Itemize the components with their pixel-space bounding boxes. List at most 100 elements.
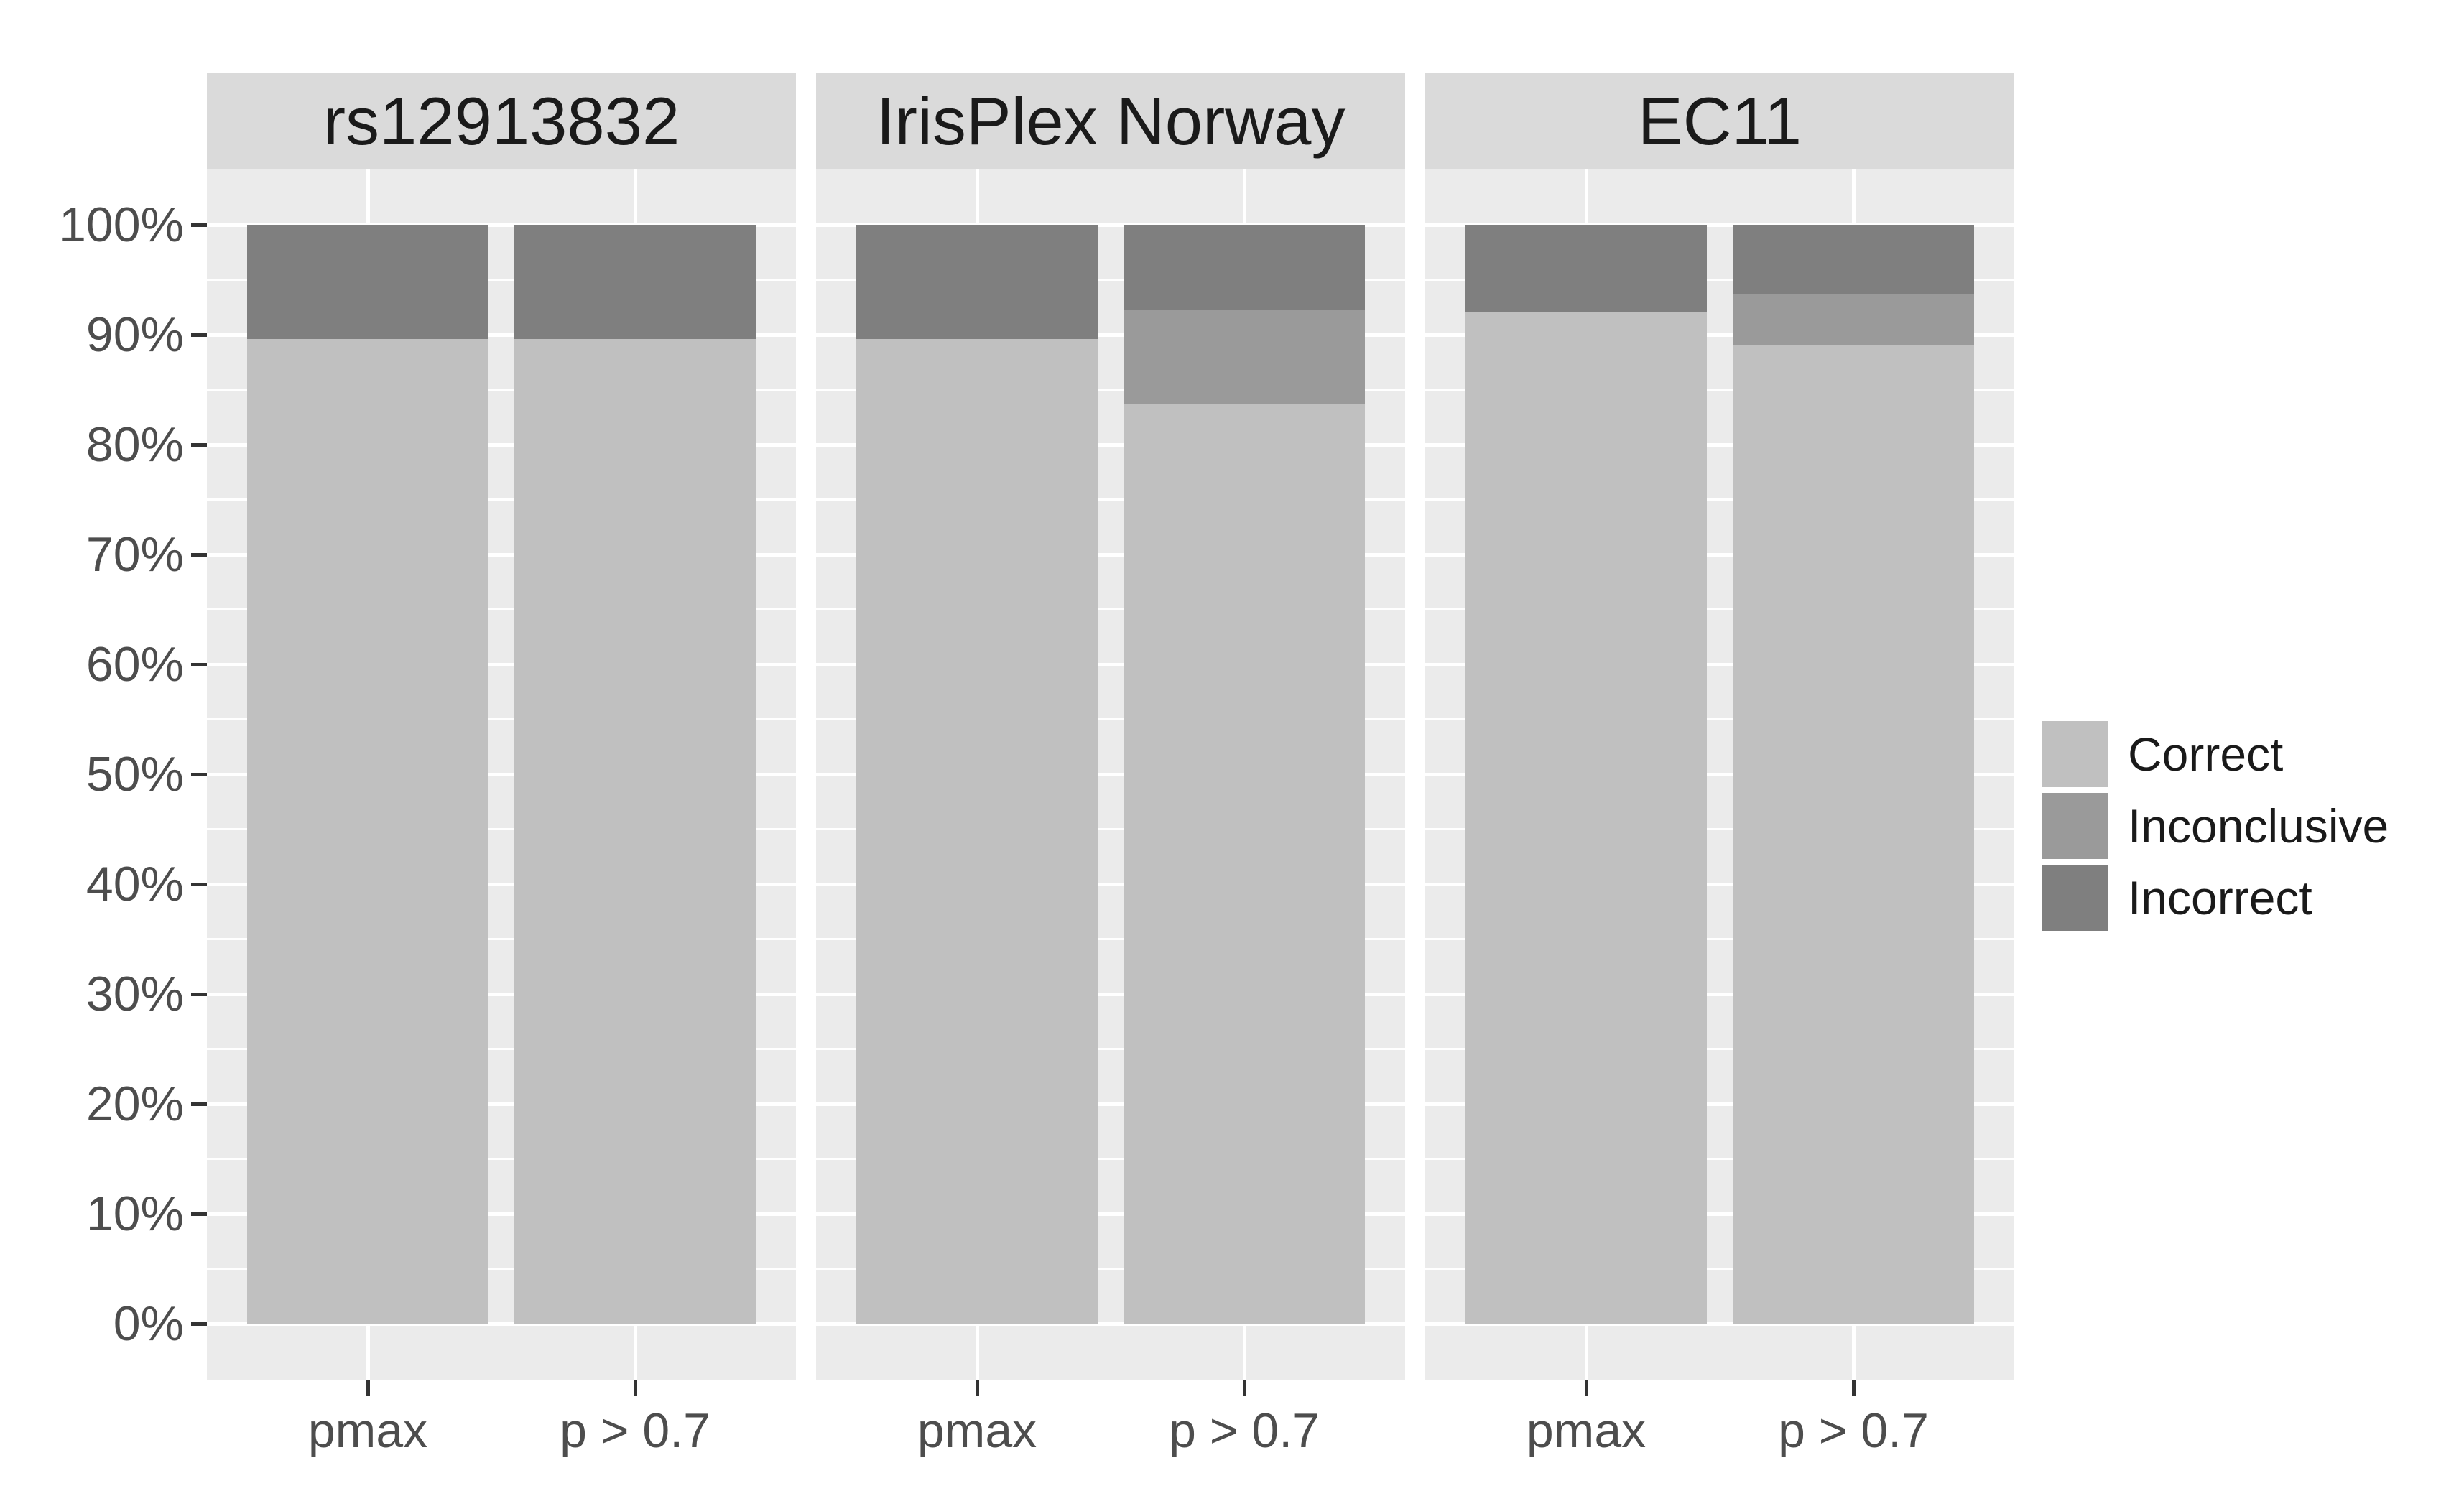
- bar-segment-correct: [856, 339, 1098, 1324]
- y-tick-mark: [191, 1212, 207, 1216]
- x-tick-label: p > 0.7: [1778, 1403, 1929, 1458]
- y-tick-label: 100%: [59, 198, 184, 252]
- h-gridline-major: [207, 882, 796, 886]
- h-gridline-minor: [816, 938, 1405, 940]
- y-tick-mark: [191, 1102, 207, 1106]
- legend: Correct Inconclusive Incorrect: [2042, 721, 2389, 931]
- facet-strip: IrisPlex Norway: [816, 73, 1405, 169]
- legend-label: Inconclusive: [2128, 799, 2389, 853]
- y-tick-mark: [191, 553, 207, 557]
- bar-segment-correct: [1124, 404, 1365, 1324]
- legend-row: Inconclusive: [2042, 793, 2389, 859]
- y-tick-label: 30%: [85, 967, 184, 1021]
- h-gridline-major: [1425, 442, 2014, 447]
- h-gridline-major: [816, 223, 1405, 227]
- h-gridline-minor: [1425, 1158, 2014, 1160]
- h-gridline-minor: [1425, 279, 2014, 281]
- h-gridline-minor: [1425, 938, 2014, 940]
- y-tick-mark: [191, 883, 207, 886]
- bar-segment-incorrect: [856, 225, 1098, 340]
- h-gridline-minor: [207, 608, 796, 610]
- h-gridline-major: [1425, 1212, 2014, 1216]
- facet-strip-label: EC11: [1637, 83, 1802, 159]
- h-gridline-minor: [816, 718, 1405, 720]
- y-tick-mark: [191, 773, 207, 776]
- h-gridline-major: [1425, 662, 2014, 666]
- h-gridline-minor: [816, 1268, 1405, 1270]
- x-tick-mark: [976, 1380, 979, 1396]
- h-gridline-minor: [1425, 498, 2014, 501]
- h-gridline-major: [207, 552, 796, 557]
- x-tick-mark: [366, 1380, 370, 1396]
- x-tick-mark: [1852, 1380, 1856, 1396]
- h-gridline-minor: [816, 1158, 1405, 1160]
- h-gridline-major: [207, 1212, 796, 1216]
- bar-segment-incorrect: [247, 225, 488, 340]
- h-gridline-major: [1425, 552, 2014, 557]
- h-gridline-major: [816, 992, 1405, 996]
- x-tick-label: pmax: [307, 1403, 428, 1458]
- panel-background: [207, 169, 796, 1380]
- h-gridline-minor: [1425, 389, 2014, 391]
- h-gridline-major: [816, 1322, 1405, 1326]
- h-gridline-major: [207, 662, 796, 666]
- y-tick-label: 10%: [85, 1186, 184, 1241]
- h-gridline-major: [1425, 992, 2014, 996]
- facet-strip-label: rs12913832: [323, 83, 680, 159]
- h-gridline-major: [816, 662, 1405, 666]
- bar-segment-inconclusive: [1124, 310, 1365, 404]
- h-gridline-major: [1425, 772, 2014, 776]
- h-gridline-minor: [1425, 828, 2014, 830]
- y-tick-label: 80%: [85, 417, 184, 472]
- h-gridline-minor: [816, 498, 1405, 501]
- bar-segment-inconclusive: [1733, 294, 1974, 345]
- h-gridline-major: [816, 882, 1405, 886]
- bar-segment-correct: [1733, 344, 1974, 1324]
- h-gridline-major: [207, 772, 796, 776]
- legend-label: Correct: [2128, 728, 2284, 781]
- x-tick-label: pmax: [917, 1403, 1037, 1458]
- legend-label: Incorrect: [2128, 871, 2312, 924]
- y-tick-mark: [191, 663, 207, 666]
- legend-row: Correct: [2042, 721, 2389, 787]
- legend-row: Incorrect: [2042, 865, 2389, 931]
- h-gridline-minor: [1425, 1048, 2014, 1050]
- h-gridline-major: [816, 442, 1405, 447]
- bar-segment-incorrect: [514, 225, 756, 340]
- h-gridline-minor: [207, 389, 796, 391]
- y-tick-mark: [191, 443, 207, 447]
- h-gridline-minor: [207, 1048, 796, 1050]
- h-gridline-major: [816, 772, 1405, 776]
- h-gridline-minor: [816, 389, 1405, 391]
- h-gridline-major: [1425, 1102, 2014, 1106]
- h-gridline-minor: [207, 828, 796, 830]
- x-tick-label: pmax: [1526, 1403, 1646, 1458]
- y-tick-label: 50%: [85, 747, 184, 802]
- h-gridline-minor: [1425, 1268, 2014, 1270]
- y-tick-mark: [191, 333, 207, 337]
- h-gridline-major: [207, 1322, 796, 1326]
- x-tick-mark: [634, 1380, 637, 1396]
- panel-background: [816, 169, 1405, 1380]
- h-gridline-major: [207, 333, 796, 337]
- h-gridline-minor: [207, 1158, 796, 1160]
- bar-segment-correct: [1465, 311, 1707, 1324]
- y-tick-label: 90%: [85, 307, 184, 362]
- h-gridline-major: [1425, 1322, 2014, 1326]
- x-tick-mark: [1243, 1380, 1246, 1396]
- bar-segment-correct: [514, 339, 756, 1324]
- y-tick-mark: [191, 223, 207, 227]
- legend-key-correct-swatch: [2042, 721, 2108, 787]
- h-gridline-minor: [1425, 608, 2014, 610]
- h-gridline-major: [207, 992, 796, 996]
- h-gridline-minor: [816, 608, 1405, 610]
- h-gridline-major: [1425, 223, 2014, 227]
- h-gridline-major: [816, 552, 1405, 557]
- h-gridline-minor: [816, 279, 1405, 281]
- h-gridline-minor: [1425, 718, 2014, 720]
- y-tick-label: 20%: [85, 1077, 184, 1131]
- h-gridline-minor: [207, 279, 796, 281]
- y-tick-label: 60%: [85, 637, 184, 692]
- bar-segment-incorrect: [1733, 225, 1974, 294]
